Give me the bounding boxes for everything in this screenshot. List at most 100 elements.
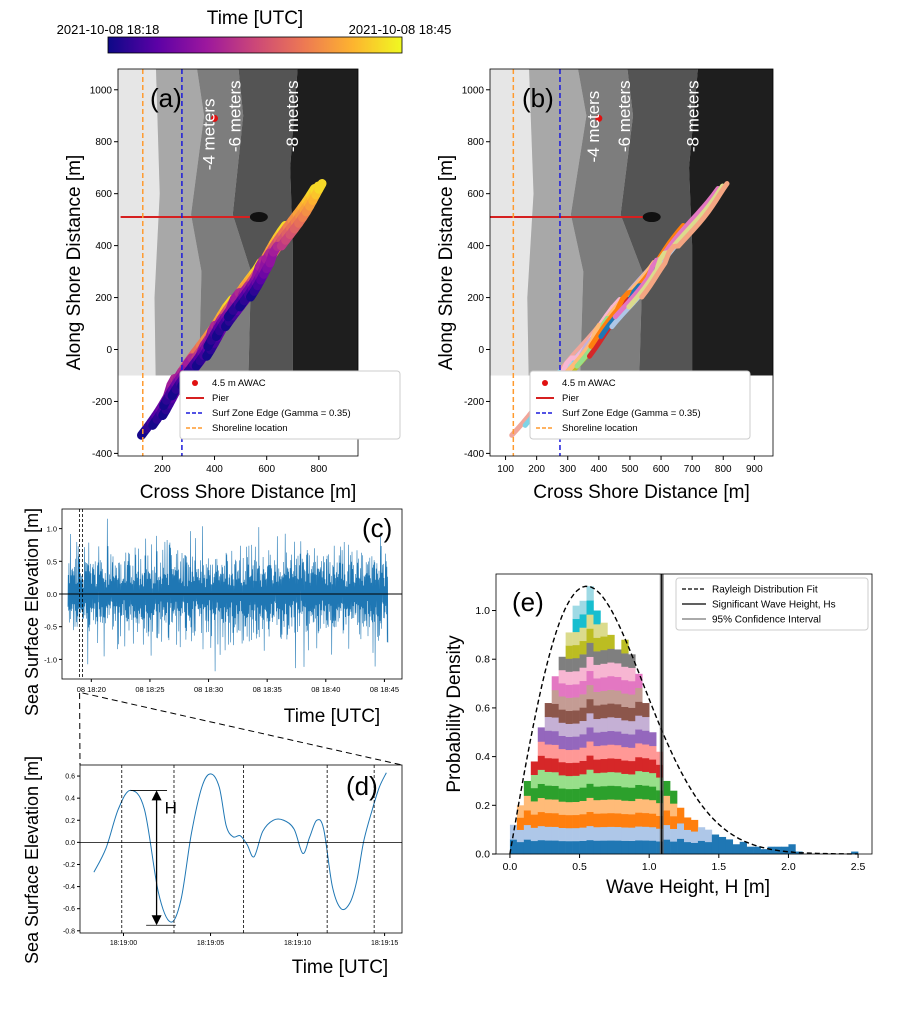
histogram-bar <box>670 790 678 855</box>
histogram-bar-segment <box>642 744 650 759</box>
histogram-bar-segment <box>558 722 566 736</box>
x-tick-label: 2.5 <box>851 861 866 873</box>
histogram-bar-segment <box>663 810 671 826</box>
histogram-bar-segment <box>642 812 650 827</box>
y-tick-label: -400 <box>464 449 484 460</box>
histogram-bar-segment <box>572 814 580 829</box>
rayleigh-fit-line <box>509 585 859 855</box>
histogram-bar-segment <box>656 790 664 804</box>
legend-box <box>675 577 869 631</box>
histogram-bar-segment <box>565 671 573 685</box>
histogram-bar-segment <box>642 799 650 814</box>
histogram-bar <box>600 622 608 855</box>
x-tick-label: 0.5 <box>572 861 587 873</box>
histogram-bar-segment <box>516 805 525 818</box>
histogram-bar-segment <box>628 787 636 802</box>
histogram-bar-segment <box>621 679 629 694</box>
histogram-bar-segment <box>530 761 539 775</box>
histogram-bar-segment <box>670 790 678 804</box>
histogram-bar-segment <box>621 813 629 828</box>
histogram-bar-segment <box>600 649 608 664</box>
x-tick-label: 18:19:10 <box>284 940 311 947</box>
histogram-bar-segment <box>607 812 615 827</box>
histogram-bar-segment <box>593 691 601 706</box>
histogram-bar-segment <box>628 760 636 775</box>
histogram-bar-segment <box>586 825 594 841</box>
histogram-bar-segment <box>649 799 657 814</box>
x-tick-label: 700 <box>684 464 701 475</box>
y-tick-label: 400 <box>95 241 112 252</box>
histogram-bar-segment <box>621 653 629 667</box>
drifter-tracks <box>136 179 327 440</box>
histogram-bar-segment <box>635 729 643 744</box>
histogram-bar-segment <box>628 680 636 695</box>
histogram-bar-segment <box>628 734 636 748</box>
histogram-bar-segment <box>572 775 580 789</box>
histogram-bar <box>718 836 727 855</box>
histogram-bar <box>649 732 657 855</box>
x-tick-label: 1.0 <box>642 861 657 873</box>
histogram-bar-segment <box>572 618 580 633</box>
histogram-bar-segment <box>579 747 587 762</box>
histogram-bar-segment <box>767 846 775 855</box>
histogram-bar-segment <box>544 703 553 718</box>
histogram-bar-segment <box>509 824 518 840</box>
histogram-bar-segment <box>523 839 532 855</box>
histogram-bar-segment <box>551 730 559 745</box>
histogram-bar-segment <box>649 840 657 855</box>
histogram-bar-segment <box>586 727 594 742</box>
depth-band-8m <box>689 69 773 456</box>
x-tick-label: 08 18:45 <box>370 685 399 694</box>
histogram-bar-segment <box>607 648 615 663</box>
histogram-bar-segment <box>621 827 629 841</box>
histogram-bar-segment <box>558 656 566 671</box>
histogram-bar-segment <box>600 840 608 855</box>
histogram-bar-segment <box>746 846 754 855</box>
histogram-bar-segment <box>663 824 671 840</box>
legend-entry: 4.5 m AWAC <box>562 378 616 389</box>
histogram-bar-segment <box>649 826 657 841</box>
y-tick-label: -0.5 <box>44 623 57 632</box>
y-tick-label: 0.6 <box>65 774 75 781</box>
legend-entry: Pier <box>562 393 579 404</box>
colorbar-start-label: 2021-10-08 18:18 <box>57 22 160 37</box>
histogram-bar-segment <box>530 840 539 855</box>
histogram-bar-segment <box>642 757 650 772</box>
histogram-bar-segment <box>656 751 664 765</box>
histogram-bar <box>725 839 734 855</box>
histogram-bar-segment <box>586 600 594 615</box>
histogram-bar-segment <box>614 663 622 678</box>
histogram-bar-segment <box>677 823 685 839</box>
histogram-bar-segment <box>600 622 608 637</box>
histogram-bar-segment <box>544 716 553 731</box>
histogram-bar-segment <box>586 797 594 813</box>
depth-band-shallow <box>490 69 534 456</box>
histogram-bar-segment <box>579 667 587 682</box>
histogram-bar-segment <box>544 771 553 786</box>
histogram-bar-segment <box>593 718 601 733</box>
histogram-bar-segment <box>739 841 747 855</box>
histogram-bar-segment <box>551 717 559 732</box>
histogram-bar-segment <box>670 828 678 842</box>
histogram-bar-segment <box>628 774 636 788</box>
histogram-bar-segment <box>621 840 629 855</box>
histogram-bar-segment <box>551 689 559 704</box>
histogram-bar-segment <box>614 799 622 814</box>
histogram-bar-segment <box>586 783 594 798</box>
histogram-bar-segment <box>565 723 573 738</box>
histogram-bar <box>614 649 622 855</box>
histogram-bar-segment <box>537 825 546 841</box>
histogram-bar-segment <box>628 667 636 682</box>
y-tick-label: -200 <box>92 397 112 408</box>
histogram-bar-segment <box>600 745 608 760</box>
y-axis-label: Along Shore Distance [m] <box>436 155 457 370</box>
histogram-bar-segment <box>781 846 789 855</box>
histogram-bar-segment <box>586 670 594 686</box>
histogram-bar-segment <box>579 774 587 788</box>
histogram-bar <box>558 656 566 855</box>
histogram-bar-segment <box>628 720 636 735</box>
histogram-bar-segment <box>565 632 573 646</box>
histogram-bar-segment <box>635 701 643 716</box>
histogram-bar-segment <box>607 758 615 773</box>
histogram-bar-segment <box>530 801 539 815</box>
